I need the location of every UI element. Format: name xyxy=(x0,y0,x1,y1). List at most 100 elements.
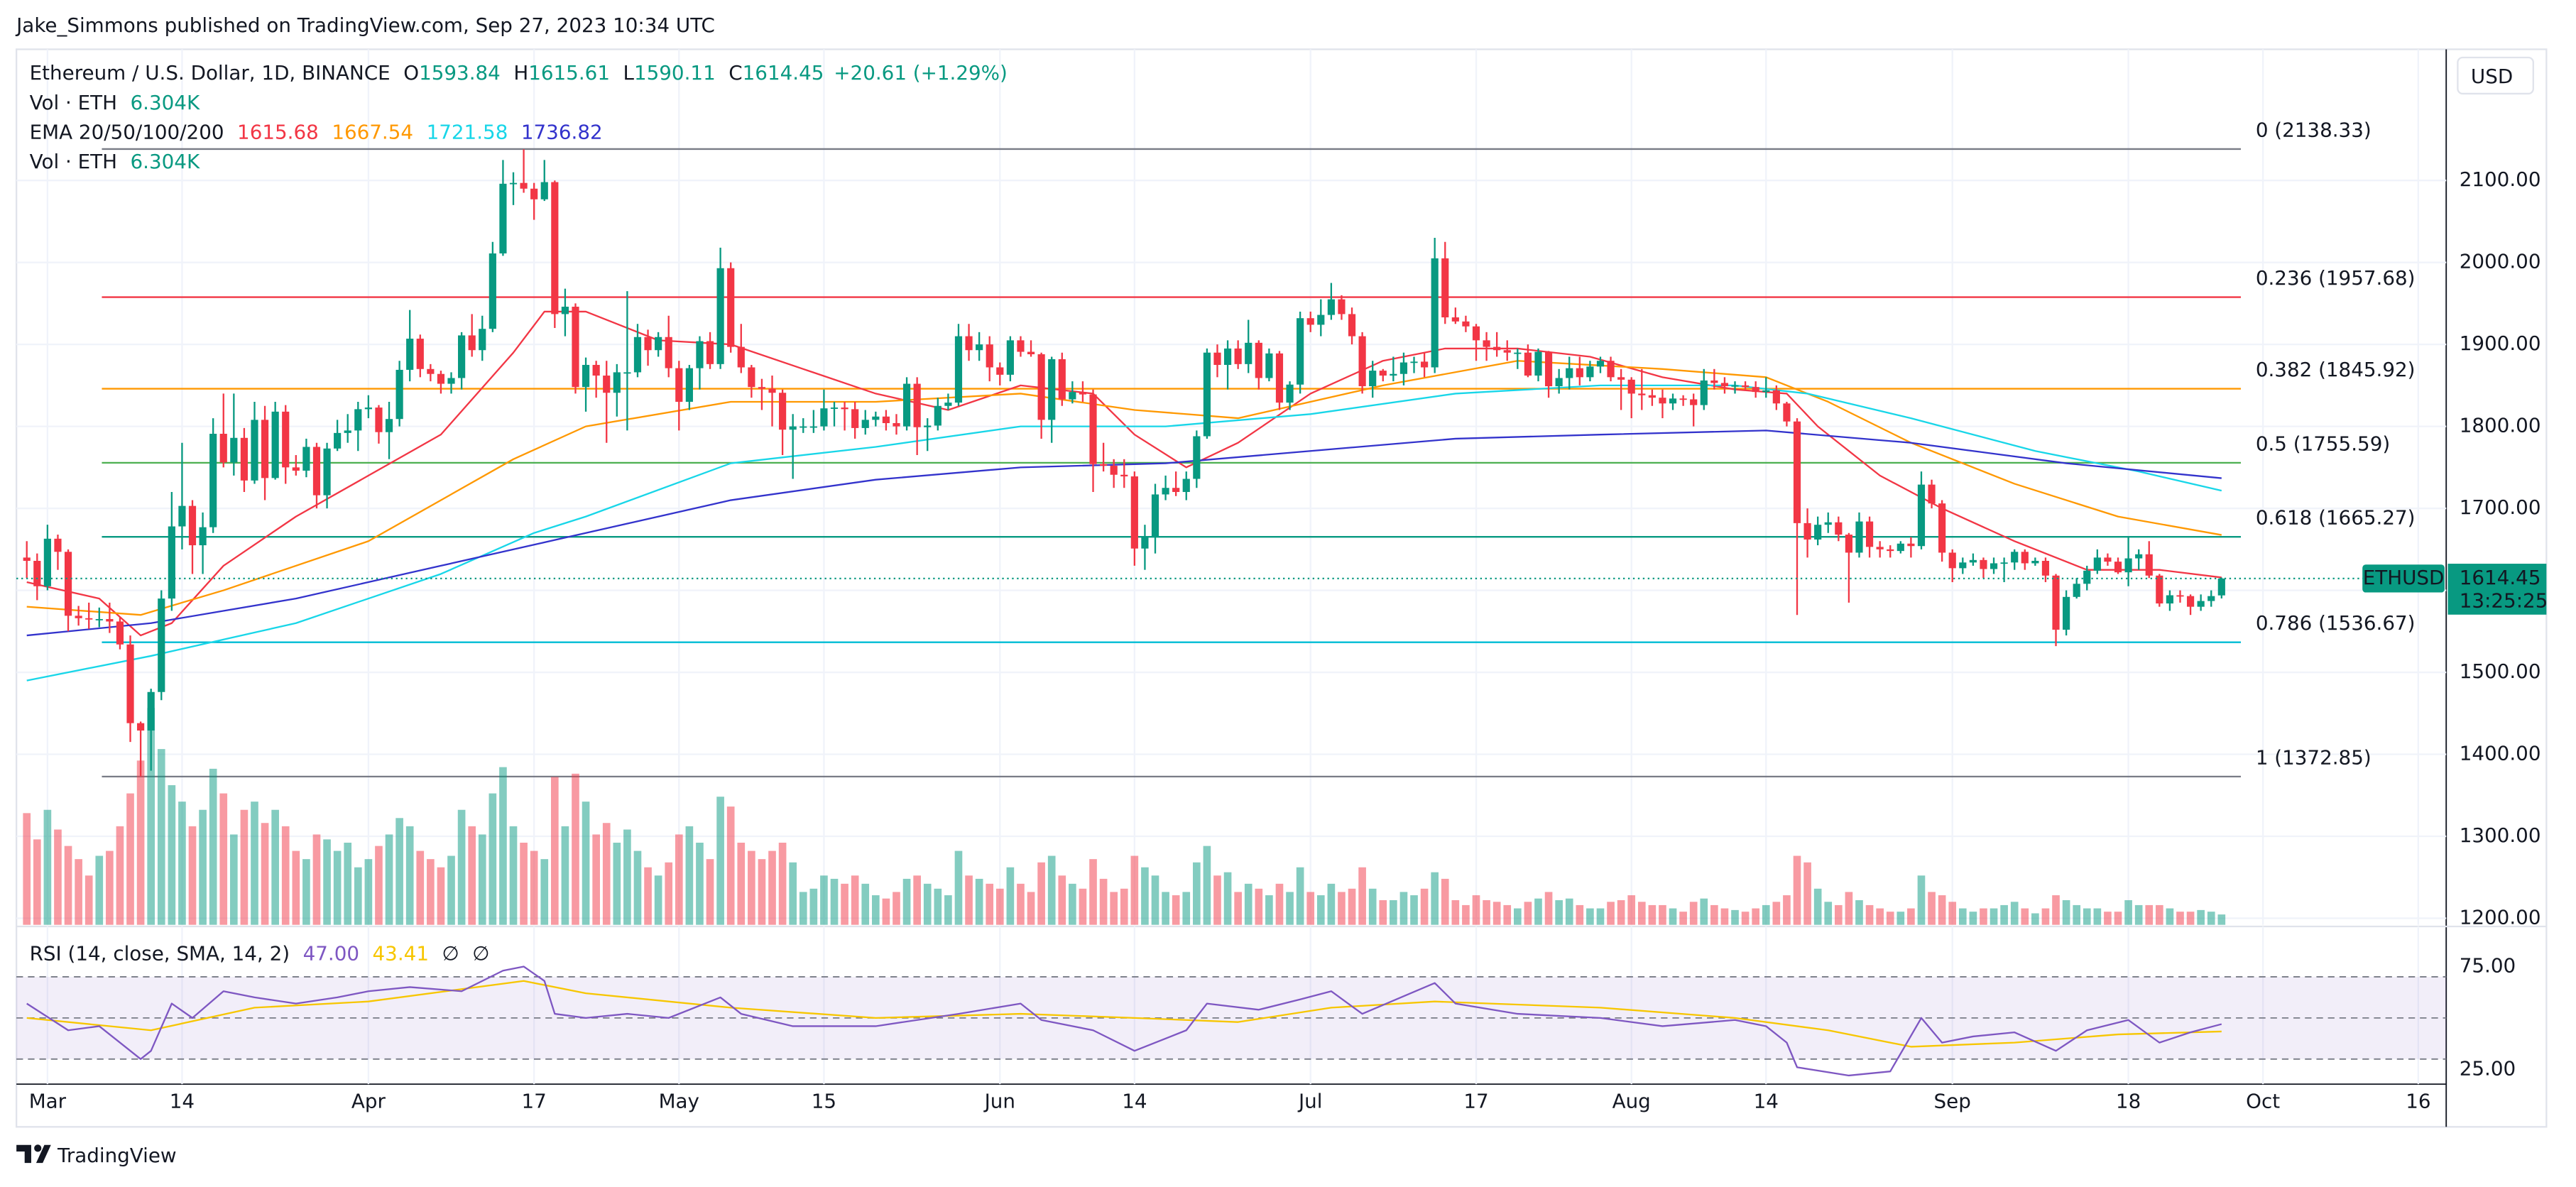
candle-body xyxy=(1058,359,1066,400)
candle-body xyxy=(1669,398,1677,404)
currency: USD xyxy=(2471,65,2513,88)
volume-bar xyxy=(1762,904,1770,925)
ema-value: 1615.68 xyxy=(237,120,319,143)
candle-body xyxy=(2176,595,2184,597)
volume-bar xyxy=(1637,902,1646,925)
volume-bar xyxy=(1162,892,1169,925)
volume-bar xyxy=(1296,867,1304,925)
candle-body xyxy=(1100,464,1108,466)
volume-bar xyxy=(1399,892,1408,925)
candle-body xyxy=(1896,543,1904,552)
candle-body xyxy=(551,182,559,314)
volume-bar xyxy=(1286,892,1294,925)
candle-body xyxy=(851,409,859,428)
volume-bar xyxy=(1514,908,1522,925)
candle-body xyxy=(2073,584,2080,597)
volume-bar xyxy=(2197,909,2205,925)
volume-bar xyxy=(1462,904,1470,925)
volume-bar xyxy=(1410,895,1418,925)
volume-bar xyxy=(199,809,207,925)
candle-body xyxy=(1938,503,1946,553)
candle-body xyxy=(2145,554,2153,576)
volume-bar xyxy=(1928,892,1936,925)
candle-body xyxy=(1234,348,1242,364)
volume-bar xyxy=(416,850,425,925)
volume-bar xyxy=(157,749,165,925)
candle-body xyxy=(1089,394,1097,464)
volume-bar xyxy=(136,760,145,925)
volume-bar xyxy=(2083,908,2091,925)
currency-button[interactable] xyxy=(2457,56,2534,95)
candle-body xyxy=(312,447,321,496)
y-tick-label: 1300.00 xyxy=(2460,824,2541,847)
volume-bar xyxy=(520,842,528,925)
candle-body xyxy=(292,467,300,471)
volume-bar xyxy=(1223,872,1232,925)
candle-body xyxy=(1451,317,1459,322)
byline: Jake_Simmons published on TradingView.co… xyxy=(15,13,715,37)
candle-body xyxy=(1037,354,1045,420)
volume-bar xyxy=(209,768,217,925)
volume-bar xyxy=(1327,883,1336,925)
x-tick-label: 14 xyxy=(170,1090,195,1113)
ema-label: EMA 20/50/100/200 xyxy=(30,120,224,143)
candle-body xyxy=(468,335,476,351)
volume-bar xyxy=(1596,908,1605,925)
candle-body xyxy=(1120,474,1128,477)
candle-body xyxy=(168,526,175,599)
candle-body xyxy=(1162,488,1169,495)
volume-bar xyxy=(2217,914,2226,925)
volume-bar xyxy=(644,867,652,925)
y-tick-label: 1900.00 xyxy=(2460,332,2541,355)
volume-bar xyxy=(1079,888,1087,925)
candle-body xyxy=(924,425,932,427)
volume-bar xyxy=(1783,895,1791,925)
volume-bar xyxy=(1969,912,1977,925)
ema-line xyxy=(26,310,2222,637)
candle-body xyxy=(1824,522,1832,525)
candle-body xyxy=(2052,575,2060,630)
volume-bar xyxy=(2041,908,2050,925)
volume-bar xyxy=(2021,908,2029,925)
volume-bar xyxy=(33,839,41,925)
volume-bar xyxy=(1813,888,1822,925)
volume-bar xyxy=(1006,867,1015,925)
volume-bar xyxy=(613,842,621,925)
ema-line xyxy=(26,384,2222,682)
candle-body xyxy=(2114,562,2122,573)
volume-bar xyxy=(95,855,104,925)
candle-body xyxy=(1948,552,1956,569)
x-tick-label: Apr xyxy=(351,1090,386,1113)
symbol-label: ETHUSD xyxy=(2363,566,2445,589)
rsi-line xyxy=(26,966,2222,1077)
candle-body xyxy=(1720,383,1729,387)
ohlc-value: 1590.11 xyxy=(634,61,716,84)
candle-body xyxy=(1627,379,1635,394)
x-tick-label: Aug xyxy=(1612,1090,1651,1113)
fib-label: 0.786 (1536.67) xyxy=(2256,611,2416,635)
volume-bar xyxy=(965,875,973,925)
x-tick-label: Mar xyxy=(29,1090,67,1113)
candle-body xyxy=(2186,596,2195,607)
volume-bar xyxy=(2114,912,2122,925)
volume-bar xyxy=(405,826,414,925)
candle-body xyxy=(1752,387,1759,393)
candle-body xyxy=(509,182,518,185)
volume-bar xyxy=(561,826,569,925)
volume-bar xyxy=(1896,912,1905,925)
rsi-symbol: ∅ xyxy=(472,941,489,965)
candle-body xyxy=(1731,385,1739,387)
volume-bar xyxy=(851,875,859,925)
candle-body xyxy=(1286,384,1294,403)
candle-body xyxy=(1783,403,1791,422)
candle-body xyxy=(23,557,31,561)
volume-bar xyxy=(1524,902,1532,925)
x-tick-label: 14 xyxy=(1122,1090,1147,1113)
ohlc-label: L xyxy=(623,61,635,84)
candle-body xyxy=(1297,318,1304,385)
candle-body xyxy=(1638,393,1646,395)
x-tick-label: Oct xyxy=(2246,1090,2280,1113)
candle-body xyxy=(147,691,155,731)
candle-body xyxy=(1027,351,1035,355)
volume-bar xyxy=(893,892,900,925)
